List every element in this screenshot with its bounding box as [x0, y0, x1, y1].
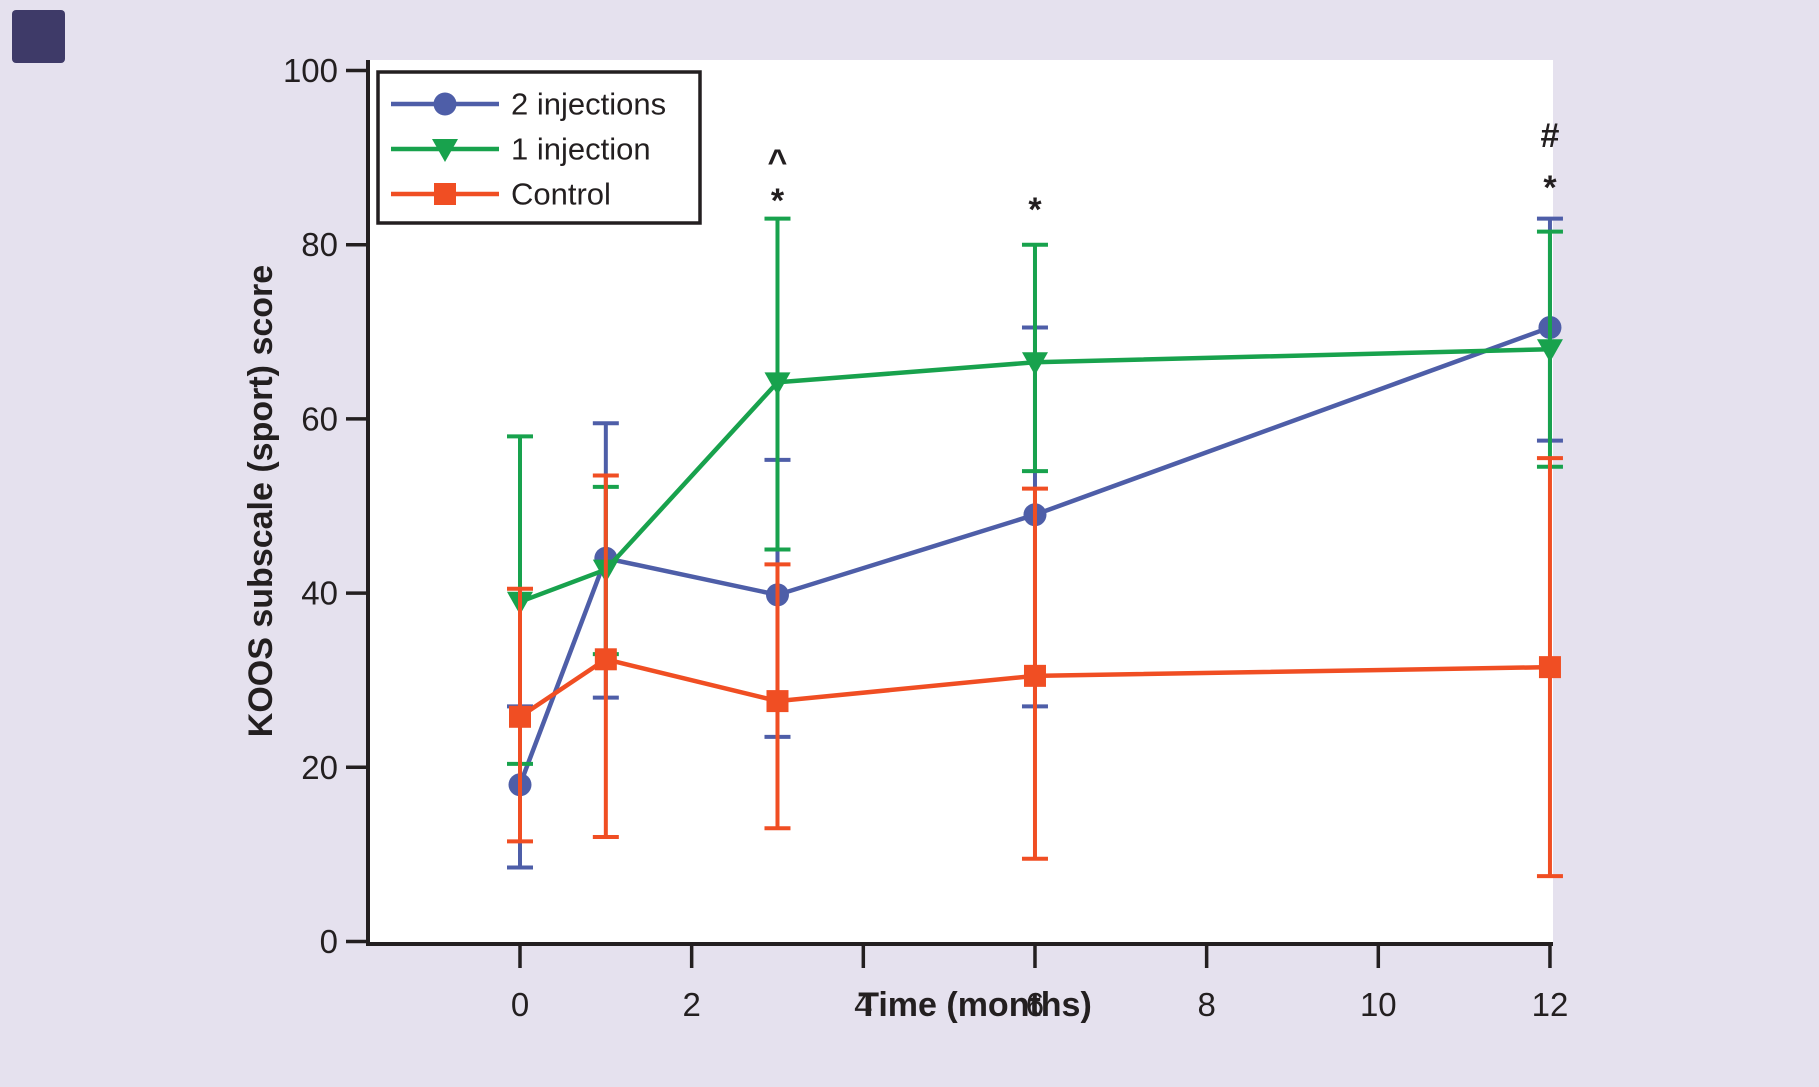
y-axis-title: KOOS subscale (sport) score	[242, 265, 280, 737]
y-tick-label: 80	[301, 226, 338, 263]
axis-ticks: 0 20 40 60 80 100 0 2 4 6 8 10 12	[283, 52, 1568, 1023]
legend-label: Control	[511, 177, 611, 212]
data-point-marker	[1536, 339, 1563, 363]
legend-items: 2 injections 1 injection Control	[391, 87, 666, 212]
annotation-#: #	[1540, 117, 1559, 155]
data-point-marker	[764, 372, 791, 396]
triangle-down-icon	[432, 139, 458, 162]
annotation-*: *	[1543, 169, 1557, 207]
annotation-^: ^	[768, 143, 788, 181]
legend-label: 2 injections	[511, 87, 666, 122]
y-tick-label: 40	[301, 575, 338, 612]
legend-item: Control	[391, 177, 611, 212]
annotation-*: *	[771, 182, 785, 220]
data-point-marker	[1023, 664, 1046, 687]
y-tick-label: 0	[320, 923, 338, 960]
annotation-*: *	[1028, 191, 1042, 229]
y-tick-label: 100	[283, 52, 338, 89]
x-tick-label: 4	[854, 986, 872, 1023]
y-tick-label: 20	[301, 749, 338, 786]
legend-item: 1 injection	[391, 132, 651, 167]
x-tick-label: 12	[1532, 986, 1569, 1023]
significance-annotations: ^* *#*	[768, 117, 1560, 229]
y-tick-label: 60	[301, 400, 338, 437]
data-series-group	[507, 216, 1563, 879]
journal-corner-mark	[12, 10, 65, 63]
circle-icon	[433, 92, 457, 116]
x-tick-label: 8	[1197, 986, 1215, 1023]
series-control	[507, 456, 1563, 879]
data-point-marker	[766, 690, 789, 713]
x-tick-label: 10	[1360, 986, 1397, 1023]
data-point-marker	[1021, 352, 1048, 376]
data-point-marker	[594, 648, 617, 671]
x-tick-label: 0	[511, 986, 529, 1023]
legend-item: 2 injections	[391, 87, 666, 122]
x-tick-label: 2	[682, 986, 700, 1023]
legend-label: 1 injection	[511, 132, 651, 167]
x-axis-title: Time (months)	[858, 986, 1092, 1024]
square-icon	[434, 183, 456, 205]
legend: 2 injections 1 injection Control	[376, 70, 702, 225]
x-tick-label: 6	[1026, 986, 1044, 1023]
data-point-marker	[509, 705, 531, 728]
data-point-marker	[1538, 656, 1561, 679]
